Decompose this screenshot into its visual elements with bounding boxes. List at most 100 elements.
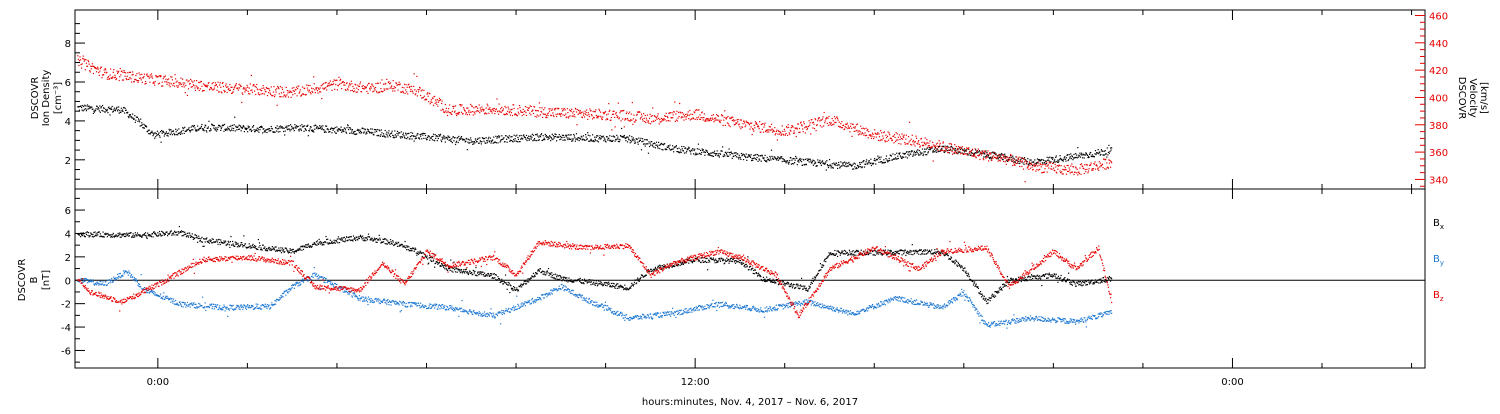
- data-point: [248, 246, 249, 247]
- data-point: [413, 248, 414, 249]
- data-point: [667, 147, 668, 148]
- data-point: [589, 281, 590, 282]
- data-point: [281, 87, 282, 88]
- data-point: [1063, 159, 1064, 160]
- data-point: [435, 134, 436, 135]
- data-point: [469, 271, 470, 272]
- data-point: [169, 129, 170, 130]
- data-point: [248, 91, 249, 92]
- data-point: [181, 133, 182, 134]
- data-point: [271, 250, 272, 251]
- data-point: [521, 112, 522, 113]
- data-point: [855, 130, 856, 131]
- data-point: [678, 148, 679, 149]
- data-point: [873, 138, 874, 139]
- data-point: [359, 236, 360, 237]
- data-point: [1065, 161, 1066, 162]
- data-point: [555, 278, 556, 279]
- data-point: [213, 239, 214, 240]
- data-point: [552, 108, 553, 109]
- data-point: [527, 281, 528, 282]
- data-point: [293, 128, 294, 129]
- data-point: [442, 100, 443, 101]
- data-point: [362, 88, 363, 89]
- data-point: [695, 119, 696, 120]
- data-point: [450, 259, 451, 260]
- data-point: [985, 156, 986, 157]
- data-point: [729, 117, 730, 118]
- data-point: [481, 143, 482, 144]
- data-point: [764, 160, 765, 161]
- data-point: [78, 59, 79, 60]
- data-point: [998, 158, 999, 159]
- data-point: [1045, 166, 1046, 167]
- data-point: [1110, 161, 1111, 162]
- data-point: [150, 77, 151, 78]
- data-point: [894, 158, 895, 159]
- data-point: [159, 233, 160, 234]
- data-point: [451, 114, 452, 115]
- data-point: [763, 132, 764, 133]
- data-point: [822, 116, 823, 117]
- data-point: [544, 107, 545, 108]
- data-point: [798, 124, 799, 125]
- data-point: [597, 135, 598, 136]
- data-point: [509, 111, 510, 112]
- data-point: [464, 109, 465, 110]
- data-point: [850, 126, 851, 127]
- data-point: [1049, 157, 1050, 158]
- data-point: [1061, 171, 1062, 172]
- data-point: [529, 107, 530, 108]
- data-point: [923, 154, 924, 155]
- data-point: [502, 110, 503, 111]
- data-point: [806, 126, 807, 127]
- data-point: [384, 238, 385, 239]
- data-point: [871, 136, 872, 137]
- data-point: [285, 130, 286, 131]
- y-tick-label: 6: [65, 78, 71, 89]
- data-point: [178, 128, 179, 129]
- data-point: [911, 151, 912, 152]
- data-point: [445, 264, 446, 265]
- data-point: [1104, 168, 1105, 169]
- data-point: [233, 89, 234, 90]
- data-point: [192, 237, 193, 238]
- y-tick-label: 0: [65, 276, 71, 287]
- data-point: [672, 149, 673, 150]
- data-point: [1040, 164, 1041, 165]
- data-point: [689, 115, 690, 116]
- data-point: [189, 233, 190, 234]
- data-point: [1077, 169, 1078, 170]
- data-point: [434, 140, 435, 141]
- data-point: [375, 87, 376, 88]
- data-point: [426, 257, 427, 258]
- data-point: [477, 139, 478, 140]
- data-point: [1038, 159, 1039, 160]
- data-point: [999, 154, 1000, 155]
- data-point: [716, 153, 717, 154]
- data-point: [728, 148, 729, 149]
- data-point: [730, 126, 731, 127]
- data-point: [558, 108, 559, 109]
- data-point: [664, 115, 665, 116]
- data-point: [140, 125, 141, 126]
- data-point: [532, 276, 533, 277]
- data-point: [177, 130, 178, 131]
- data-point: [142, 124, 143, 125]
- data-point: [307, 90, 308, 91]
- data-point: [547, 139, 548, 140]
- data-point: [905, 144, 906, 145]
- data-point: [161, 235, 162, 236]
- data-point: [511, 112, 512, 113]
- data-point: [411, 86, 412, 87]
- data-point: [264, 248, 265, 249]
- data-point: [371, 87, 372, 88]
- data-point: [173, 133, 174, 134]
- data-point: [534, 276, 535, 277]
- data-point: [699, 119, 700, 120]
- data-point: [926, 149, 927, 150]
- data-point: [710, 118, 711, 119]
- data-point: [804, 164, 805, 165]
- data-point: [480, 141, 481, 142]
